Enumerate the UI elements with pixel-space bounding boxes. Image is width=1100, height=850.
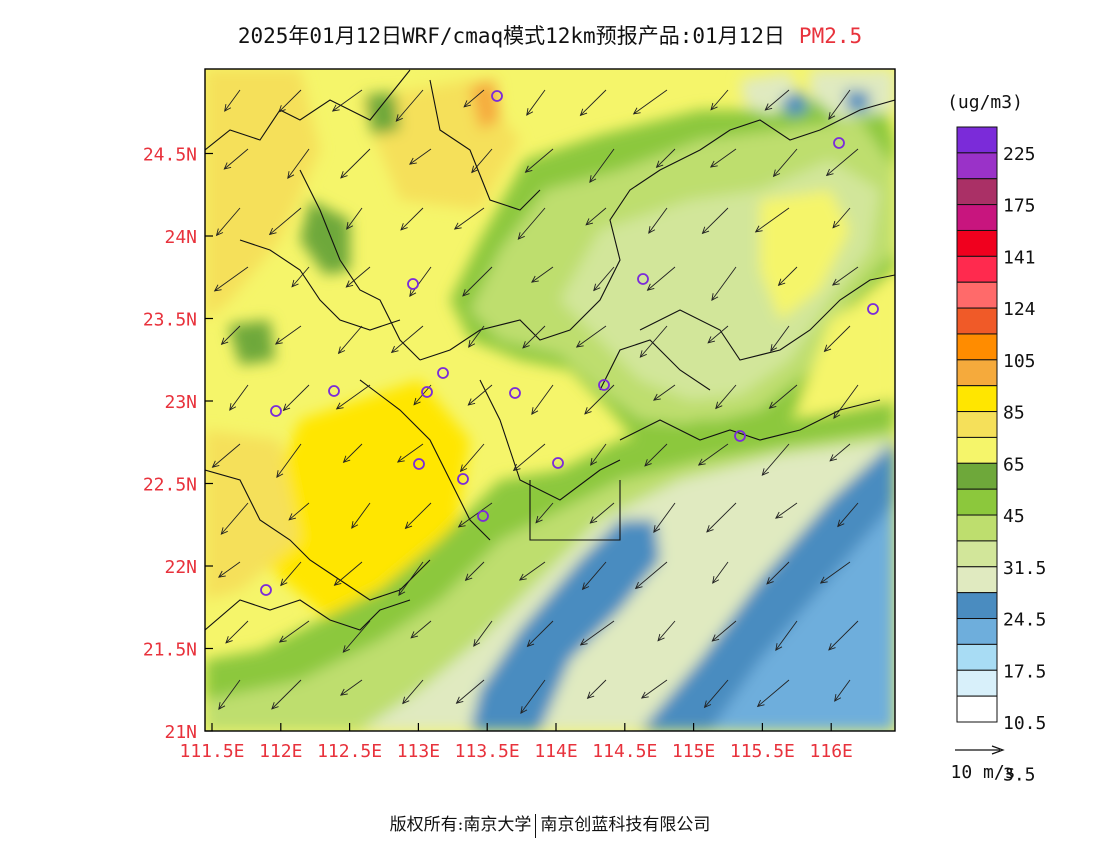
- lat-tick-label: 23N: [164, 392, 197, 413]
- legend-label: 24.5: [1003, 610, 1046, 631]
- copyright-left: 版权所有:南京大学: [389, 815, 532, 835]
- lon-tick-label: 113E: [397, 741, 440, 762]
- station-marker: [328, 385, 340, 397]
- station-marker: [407, 278, 419, 290]
- longitude-ticks: 111.5E 112E 112.5E 113E 113.5E 114E 114.5E 115E…: [179, 723, 853, 762]
- station-marker: [552, 457, 564, 469]
- lon-tick-label: 111.5E: [179, 741, 244, 762]
- legend: (ug/m3) 225 175 141 124 105 85 65 45 31.5 24.5 17.…: [947, 92, 1046, 786]
- legend-label: 85: [1003, 403, 1025, 424]
- station-marker: [734, 430, 746, 442]
- legend-swatch: [956, 385, 998, 413]
- wind-vectors: [211, 89, 859, 714]
- station-marker: [491, 90, 503, 102]
- legend-label: 225: [1003, 144, 1036, 165]
- lon-tick-label: 113.5E: [455, 741, 520, 762]
- station-markers: [260, 90, 879, 596]
- legend-swatch: [956, 359, 998, 387]
- station-marker: [421, 386, 433, 398]
- station-marker: [270, 405, 282, 417]
- legend-swatch: [956, 204, 998, 231]
- legend-label: 17.5: [1003, 661, 1046, 682]
- lon-tick-label: 114.5E: [592, 741, 657, 762]
- wind-scale: 10 m/s: [950, 745, 1016, 783]
- station-marker: [637, 273, 649, 285]
- station-marker: [509, 387, 521, 399]
- wind-scale-label: 10 m/s: [950, 762, 1015, 783]
- legend-swatch: [956, 126, 998, 154]
- legend-swatch: [956, 307, 998, 335]
- title-pollutant: PM2.5: [798, 24, 863, 48]
- legend-swatch: [956, 462, 998, 490]
- copyright-separator: [535, 813, 537, 838]
- lat-tick-label: 21.5N: [143, 640, 197, 661]
- legend-labels: 225 175 141 124 105 85 65 45 31.5 24.5 17.5 10.5 3.5: [1003, 144, 1046, 786]
- legend-swatch: [956, 436, 998, 464]
- legend-colorbar: [956, 126, 998, 723]
- station-marker: [477, 510, 489, 522]
- legend-label: 124: [1003, 299, 1036, 320]
- administrative-boundaries: [205, 69, 895, 631]
- legend-label: 141: [1003, 247, 1036, 268]
- legend-swatch: [956, 618, 998, 645]
- legend-swatch: [956, 669, 998, 697]
- lon-tick-label: 112.5E: [317, 741, 382, 762]
- station-marker: [457, 473, 469, 485]
- station-marker: [833, 137, 845, 149]
- lat-tick-label: 24.5N: [143, 145, 197, 166]
- lon-tick-label: 115E: [672, 741, 715, 762]
- copyright: 版权所有:南京大学 南京创蓝科技有限公司: [0, 810, 1100, 838]
- legend-label: 3.5: [1003, 765, 1036, 786]
- station-marker: [867, 303, 879, 315]
- wind-scale-arrow-icon: [991, 745, 1005, 755]
- station-marker: [598, 379, 610, 391]
- lat-tick-label: 21N: [164, 722, 197, 743]
- lon-tick-label: 114E: [534, 741, 577, 762]
- copyright-right: 南京创蓝科技有限公司: [540, 815, 711, 835]
- lon-tick-label: 116E: [810, 741, 853, 762]
- legend-label: 65: [1003, 454, 1025, 475]
- legend-swatch: [956, 255, 998, 283]
- legend-swatch: [956, 540, 998, 568]
- legend-label: 105: [1003, 351, 1036, 372]
- legend-swatch: [956, 411, 998, 438]
- legend-swatch: [956, 178, 998, 206]
- legend-label: 31.5: [1003, 558, 1046, 579]
- legend-unit: (ug/m3): [947, 92, 1023, 113]
- lon-tick-label: 115.5E: [730, 741, 795, 762]
- lat-tick-label: 22N: [164, 557, 197, 578]
- lat-tick-label: 22.5N: [143, 475, 197, 496]
- legend-label: 10.5: [1003, 713, 1046, 734]
- legend-swatch: [956, 566, 998, 594]
- legend-label: 45: [1003, 506, 1025, 527]
- latitude-ticks: 21N 21.5N 22N 22.5N 23N 23.5N 24N 24.5N: [143, 145, 213, 743]
- legend-swatch: [956, 281, 998, 309]
- lat-tick-label: 24N: [164, 227, 197, 248]
- lat-tick-label: 23.5N: [143, 310, 197, 331]
- concentration-field: [205, 69, 895, 731]
- lon-tick-label: 112E: [259, 741, 302, 762]
- map-frame: [204, 68, 896, 732]
- legend-swatch: [956, 514, 998, 542]
- legend-swatch: [956, 592, 998, 620]
- station-marker: [413, 458, 425, 470]
- legend-swatch: [956, 152, 998, 180]
- station-marker: [260, 584, 272, 596]
- legend-label: 175: [1003, 196, 1036, 217]
- legend-swatch: [956, 229, 998, 257]
- legend-swatch: [956, 695, 998, 723]
- station-marker: [437, 367, 449, 379]
- legend-swatch: [956, 643, 998, 671]
- legend-swatch: [956, 333, 998, 361]
- legend-swatch: [956, 488, 998, 516]
- map-title: 2025年01月12日WRF/cmaq模式12km预报产品:01月12日 PM2.…: [0, 20, 1100, 50]
- title-main: 2025年01月12日WRF/cmaq模式12km预报产品:01月12日: [237, 24, 785, 48]
